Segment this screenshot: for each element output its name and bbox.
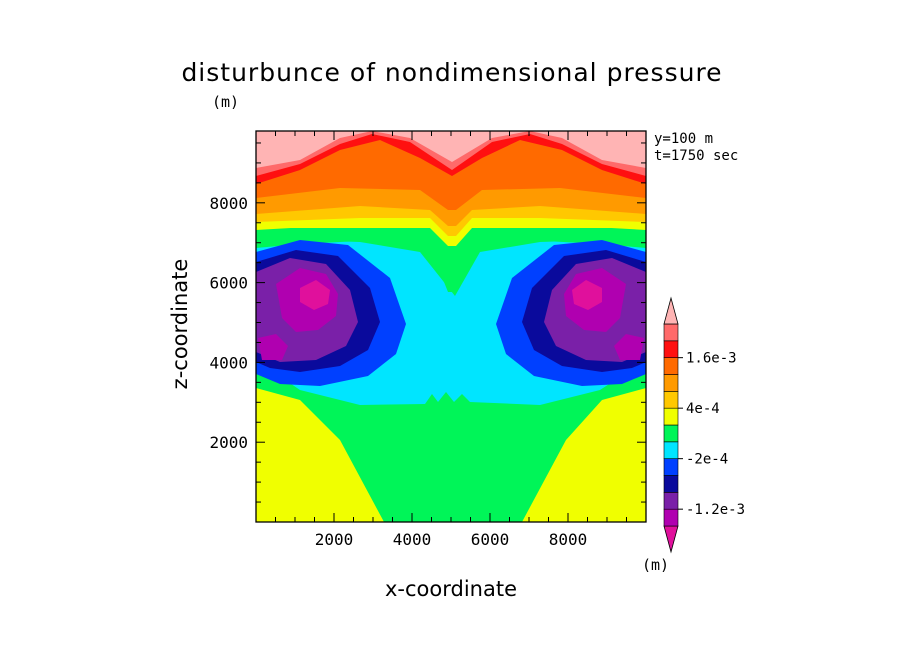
colorbar-swatch	[663, 340, 679, 358]
y-tick-label: 4000	[209, 353, 248, 372]
colorbar-swatch	[663, 525, 679, 554]
colorbar-swatch	[663, 374, 679, 392]
colorbar-swatch	[663, 407, 679, 426]
colorbar-swatch	[663, 391, 679, 409]
contour-field	[256, 131, 646, 522]
colorbar: 1.6e-3 4e-4 -2e-4 -1.2e-3	[663, 296, 745, 554]
band-magenta-right-low	[614, 334, 644, 360]
colorbar-swatch	[663, 458, 679, 476]
y-tick-label: 2000	[209, 433, 248, 452]
colorbar-swatch	[663, 441, 679, 459]
axis-ticks: 2000 4000 6000 8000 2000 4000 6000 8000	[209, 131, 646, 549]
y-axis-label: z-coordinate	[168, 258, 192, 390]
x-tick-label: 8000	[549, 530, 588, 549]
band-pink	[256, 131, 646, 168]
colorbar-swatch	[663, 508, 679, 527]
colorbar-swatch	[663, 323, 679, 342]
band-green-upper	[256, 228, 646, 292]
colorbar-label: 1.6e-3	[686, 351, 737, 367]
colorbar-swatch	[663, 357, 679, 375]
colorbar-label: -2e-4	[686, 452, 728, 468]
x-tick-label: 6000	[471, 530, 510, 549]
x-tick-label: 4000	[393, 530, 432, 549]
annotation-y: y=100 m	[654, 131, 714, 147]
colorbar-label: -1.2e-3	[686, 502, 745, 518]
band-core-right	[572, 280, 602, 310]
x-tick-label: 2000	[315, 530, 354, 549]
axis-unit-label: (m)	[212, 93, 240, 111]
chart-title: disturbunce of nondimensional pressure	[181, 58, 723, 87]
colorbar-label: 4e-4	[686, 401, 720, 417]
y-tick-label: 8000	[209, 194, 248, 213]
colorbar-swatch	[663, 492, 679, 510]
x-axis-label: x-coordinate	[384, 577, 517, 601]
colorbar-swatch	[663, 424, 679, 443]
y-tick-label: 6000	[209, 274, 248, 293]
colorbar-swatch	[663, 475, 679, 493]
annotation-t: t=1750 sec	[654, 148, 739, 164]
colorbar-unit-label: (m)	[642, 556, 670, 574]
band-magenta-left-low	[258, 334, 288, 360]
band-core-left	[300, 280, 330, 310]
colorbar-swatch	[663, 296, 679, 325]
